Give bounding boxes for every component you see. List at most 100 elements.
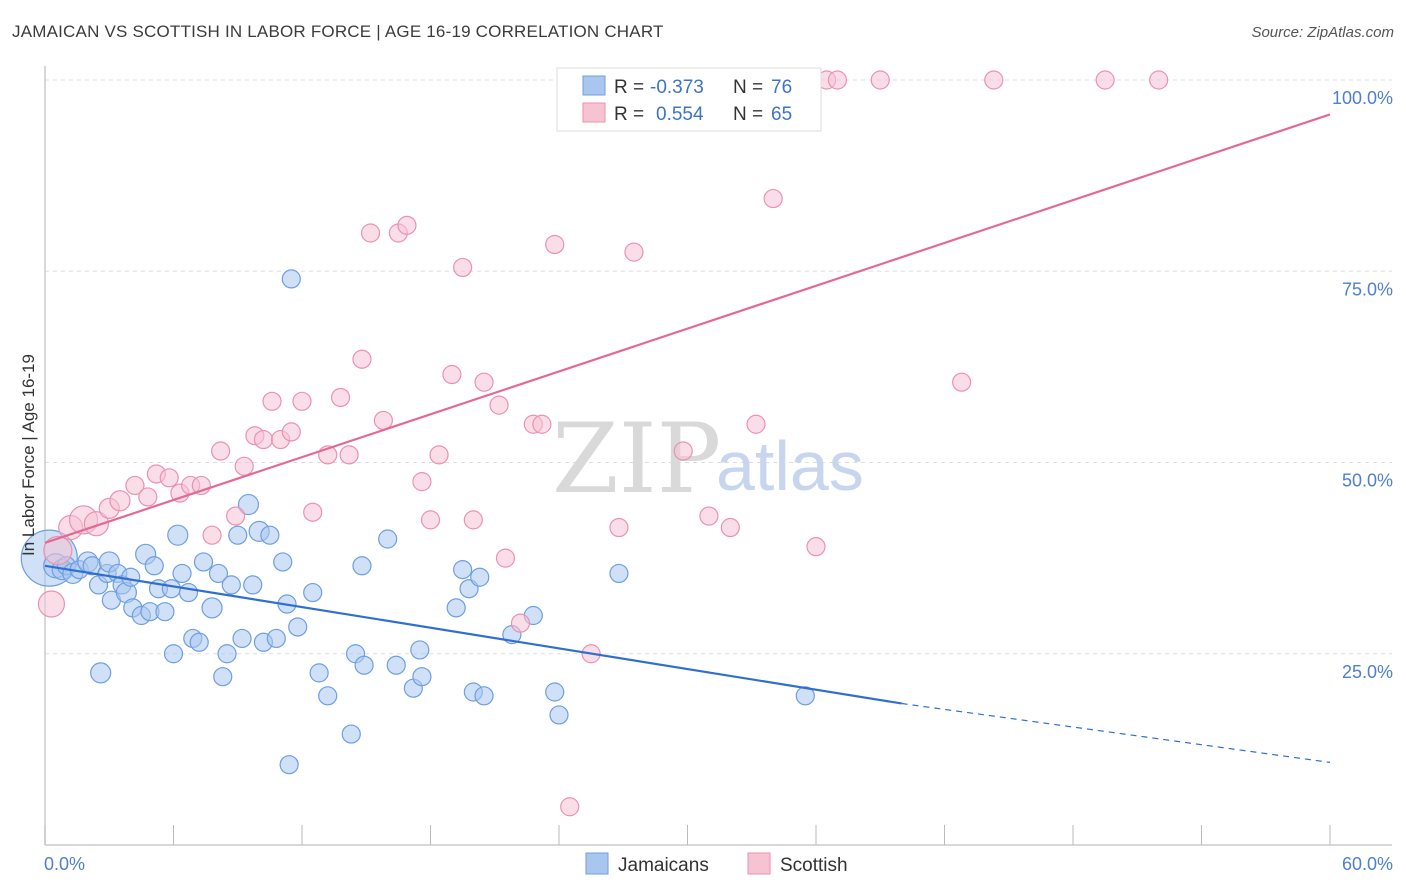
x-tick-label: 60.0% xyxy=(1342,854,1393,874)
point-jamaicans xyxy=(281,269,301,289)
data-points xyxy=(20,70,1169,817)
point-scottish xyxy=(83,511,110,537)
watermark-zip: ZIP xyxy=(552,403,721,515)
axes xyxy=(44,66,1392,846)
point-scottish xyxy=(699,506,719,526)
point-jamaicans xyxy=(161,579,181,599)
point-jamaicans xyxy=(167,524,189,546)
chart-title: JAMAICAN VS SCOTTISH IN LABOR FORCE | AG… xyxy=(12,22,664,41)
point-scottish xyxy=(109,490,131,512)
y-axis-title: In Labor Force | Age 16-19 xyxy=(19,354,38,556)
series-legend-swatch-jamaicans xyxy=(585,852,609,875)
point-scottish xyxy=(763,188,783,209)
legend-swatch-blue xyxy=(582,75,606,96)
series-legend-label-jamaicans: Jamaicans xyxy=(618,855,709,876)
point-scottish xyxy=(360,223,381,243)
point-scottish xyxy=(624,242,644,262)
point-jamaicans xyxy=(410,640,430,660)
x-tick-labels: 0.0% 60.0% xyxy=(44,854,1393,874)
point-jamaicans xyxy=(260,525,280,545)
trend-lines xyxy=(44,113,1331,763)
point-jamaicans xyxy=(309,663,329,683)
point-scottish xyxy=(1149,70,1169,90)
point-jamaicans xyxy=(243,575,263,595)
series-legend-swatch-scottish xyxy=(747,852,771,875)
point-scottish xyxy=(352,349,372,369)
point-jamaicans xyxy=(228,525,248,545)
y-tick-label: 25.0% xyxy=(1342,662,1393,682)
point-jamaicans xyxy=(193,552,214,572)
point-jamaicans xyxy=(217,644,237,664)
point-jamaicans xyxy=(221,575,241,595)
point-jamaicans xyxy=(266,628,286,649)
point-jamaicans xyxy=(545,682,565,702)
point-scottish xyxy=(453,257,473,278)
y-tick-label: 50.0% xyxy=(1342,471,1393,491)
point-jamaicans xyxy=(172,563,192,584)
point-jamaicans xyxy=(453,559,473,580)
point-jamaicans xyxy=(163,644,184,664)
watermark: ZIP atlas xyxy=(552,403,864,515)
point-scottish xyxy=(211,441,231,461)
point-scottish xyxy=(330,387,351,408)
point-jamaicans xyxy=(609,563,629,584)
trend-line-jamaicans xyxy=(44,564,902,705)
point-jamaicans xyxy=(446,598,466,618)
point-jamaicans xyxy=(795,686,815,706)
point-jamaicans xyxy=(303,582,323,603)
point-jamaicans xyxy=(412,667,432,687)
point-jamaicans xyxy=(318,686,338,706)
point-scottish xyxy=(125,475,145,496)
y-tick-label: 100.0% xyxy=(1332,88,1393,108)
source-credit: Source: ZipAtlas.com xyxy=(1251,24,1394,41)
point-scottish xyxy=(806,537,826,557)
legend-n-label-blue: N = xyxy=(733,77,763,98)
point-scottish xyxy=(609,517,629,538)
point-scottish xyxy=(43,535,73,566)
point-jamaicans xyxy=(144,556,164,576)
point-scottish xyxy=(412,472,432,492)
point-scottish xyxy=(373,410,393,431)
legend-n-value-blue: 76 xyxy=(771,77,792,98)
point-jamaicans xyxy=(470,567,490,587)
point-jamaicans xyxy=(237,493,260,516)
trend-line-scottish xyxy=(44,113,1331,544)
point-jamaicans xyxy=(232,628,252,649)
point-scottish xyxy=(262,391,282,411)
point-jamaicans xyxy=(354,655,374,675)
legend-r-label-blue: R = xyxy=(614,77,644,98)
point-jamaicans xyxy=(189,632,209,652)
point-jamaicans xyxy=(178,582,199,603)
correlation-legend: R = -0.373 N = 76 R = 0.554 N = 65 xyxy=(556,67,822,132)
point-jamaicans xyxy=(386,655,406,675)
point-jamaicans xyxy=(155,602,175,622)
point-scottish xyxy=(720,517,740,538)
point-scottish xyxy=(303,502,323,522)
point-scottish xyxy=(281,422,301,442)
legend-n-label-pink: N = xyxy=(733,104,763,125)
point-scottish xyxy=(463,510,483,530)
point-jamaicans xyxy=(213,667,233,687)
point-scottish xyxy=(202,525,222,545)
point-scottish xyxy=(474,372,494,392)
point-scottish xyxy=(560,797,580,817)
point-scottish xyxy=(827,70,848,90)
point-scottish xyxy=(442,364,462,385)
point-jamaicans xyxy=(90,662,112,684)
watermark-atlas: atlas xyxy=(716,427,864,505)
x-tick-label: 0.0% xyxy=(44,854,85,874)
point-scottish xyxy=(1095,70,1115,90)
legend-r-value-pink: 0.554 xyxy=(656,104,704,125)
point-jamaicans xyxy=(341,724,361,744)
point-scottish xyxy=(495,548,516,568)
point-scottish xyxy=(339,445,359,465)
point-jamaicans xyxy=(288,617,308,637)
point-scottish xyxy=(420,510,441,530)
point-scottish xyxy=(545,234,565,255)
legend-r-label-pink: R = xyxy=(614,104,644,125)
point-jamaicans xyxy=(279,755,299,775)
point-jamaicans xyxy=(549,705,569,725)
y-tick-label: 75.0% xyxy=(1342,279,1393,299)
point-scottish xyxy=(37,590,66,618)
gridlines xyxy=(45,79,1392,655)
